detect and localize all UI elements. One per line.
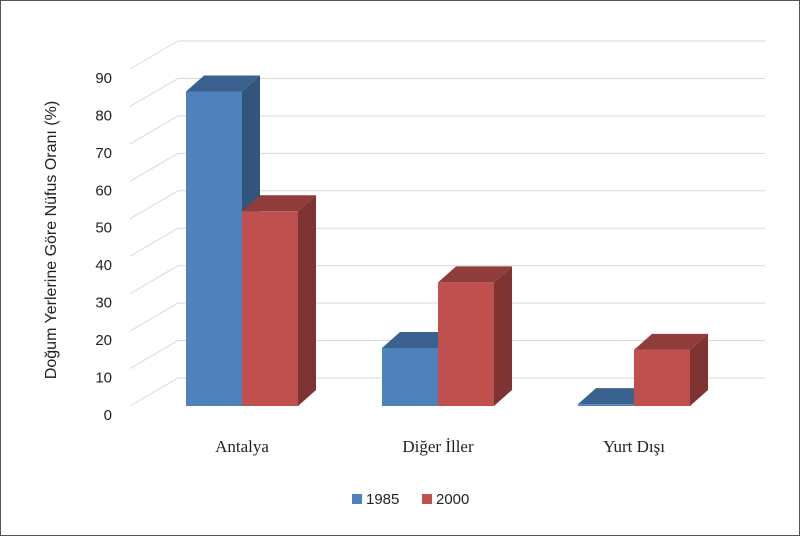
legend-swatch xyxy=(352,494,362,504)
bar-side xyxy=(690,333,708,406)
bar xyxy=(438,282,494,406)
bar xyxy=(186,91,242,406)
y-tick-label: 50 xyxy=(95,220,112,237)
y-tick-label: 90 xyxy=(95,70,112,87)
legend-label: 2000 xyxy=(436,491,469,508)
bar-top xyxy=(242,195,316,212)
grid-line xyxy=(129,40,179,70)
grid-line xyxy=(129,227,179,257)
y-tick-label: 20 xyxy=(95,332,112,349)
y-tick-label: 10 xyxy=(95,370,112,387)
y-axis-title: Doğum Yerlerine Göre Nüfus Oranı (%) xyxy=(43,101,60,379)
grid-line xyxy=(129,152,179,182)
x-tick-label: Yurt Dışı xyxy=(603,437,665,456)
grid-line xyxy=(129,190,179,220)
legend-swatch xyxy=(422,494,432,504)
grid-line xyxy=(129,115,179,145)
grid-line xyxy=(129,78,179,107)
bar-side xyxy=(298,195,316,406)
y-tick-label: 80 xyxy=(95,107,112,124)
x-tick-label: Antalya xyxy=(215,437,269,456)
bar-top xyxy=(578,388,652,405)
grid-line xyxy=(129,377,179,407)
legend-label: 1985 xyxy=(366,491,399,508)
bar-top xyxy=(438,266,512,283)
y-tick-label: 30 xyxy=(95,295,112,312)
grid-line xyxy=(129,265,179,295)
y-tick-label: 0 xyxy=(104,407,112,424)
bar-top xyxy=(634,333,708,350)
bar xyxy=(634,349,690,406)
bar-top xyxy=(186,75,260,92)
grid-line xyxy=(129,302,179,332)
bar xyxy=(242,211,298,406)
bar-side xyxy=(494,266,512,406)
bar-top xyxy=(382,331,456,348)
y-tick-label: 70 xyxy=(95,145,112,162)
grid-line xyxy=(129,340,179,369)
x-tick-label: Diğer İller xyxy=(402,437,474,456)
bar xyxy=(578,404,634,406)
y-tick-label: 40 xyxy=(95,257,112,274)
bar xyxy=(382,347,438,406)
y-tick-label: 60 xyxy=(95,182,112,199)
